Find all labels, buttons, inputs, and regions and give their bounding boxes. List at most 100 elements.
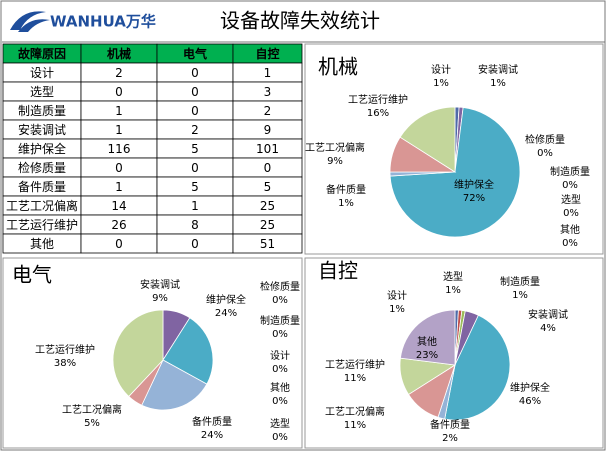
table-value: 0 [115, 161, 123, 175]
slice-label: 选型 [270, 417, 290, 430]
slice-value: 1% [512, 290, 528, 301]
slice-value: 1% [433, 78, 449, 89]
table-value: 8 [191, 218, 199, 232]
slice-label: 其他 [417, 335, 437, 348]
slice-label: 设计 [431, 63, 451, 76]
slice-label: 备件质量 [192, 415, 232, 428]
slice-label: 工艺工况偏离 [325, 405, 385, 418]
pie-slice [444, 314, 511, 421]
slice-value: 1% [490, 78, 506, 89]
slice-label: 检修质量 [260, 280, 300, 293]
table-value: 51 [260, 237, 275, 251]
table-value: 备件质量 [18, 180, 66, 194]
panel [304, 257, 604, 449]
chart-title: 电气 [12, 263, 52, 287]
table-value: 0 [191, 161, 199, 175]
pie-slice [162, 317, 214, 385]
table-value: 0 [191, 66, 199, 80]
slice-value: 1% [389, 304, 405, 315]
slice-label: 备件质量 [430, 418, 470, 431]
table-value: 5 [264, 180, 272, 194]
table-value: 0 [115, 237, 123, 251]
table-value: 1 [115, 104, 123, 118]
slice-label: 制造质量 [550, 165, 590, 178]
table-header: 自控 [255, 46, 279, 61]
slice-value: 0% [272, 396, 288, 407]
table-header: 电气 [183, 46, 207, 61]
table-value: 制造质量 [18, 104, 66, 118]
table-value: 选型 [30, 85, 54, 99]
panel [2, 257, 303, 449]
slice-value: 11% [344, 373, 366, 384]
table-value: 2 [264, 104, 272, 118]
slice-value: 24% [201, 430, 223, 441]
slice-value: 24% [215, 308, 237, 319]
slice-value: 0% [562, 238, 578, 249]
logo: WANHUA万华 [50, 13, 156, 31]
slice-label: 设计 [270, 349, 290, 362]
table-cell [232, 233, 303, 254]
table-value: 14 [111, 199, 126, 213]
slice-value: 0% [272, 329, 288, 340]
slice-value: 1% [445, 285, 461, 296]
logo-icon [10, 11, 50, 32]
table-value: 1 [115, 123, 123, 137]
table-value: 0 [264, 161, 272, 175]
table-value: 0 [191, 237, 199, 251]
table-value: 9 [264, 123, 272, 137]
slice-value: 2% [442, 433, 458, 444]
slice-value: 4% [540, 323, 556, 334]
chart-title: 机械 [318, 55, 358, 79]
table-value: 5 [191, 142, 199, 156]
slice-label: 工艺运行维护 [325, 358, 385, 371]
slice-value: 46% [519, 396, 541, 407]
table-value: 其他 [30, 237, 54, 251]
slice-value: 23% [416, 350, 438, 361]
table-value: 101 [256, 142, 279, 156]
slice-label: 选型 [443, 270, 463, 283]
slice-label: 制造质量 [260, 314, 300, 327]
pie-slice [141, 359, 208, 411]
slice-value: 0% [272, 364, 288, 375]
page-title: 设备故障失效统计 [220, 9, 380, 33]
slice-value: 0% [537, 148, 553, 159]
slice-label: 备件质量 [326, 183, 366, 196]
slice-label: 安装调试 [140, 278, 180, 291]
table-value: 1 [115, 180, 123, 194]
slice-value: 9% [327, 156, 343, 167]
table-value: 2 [191, 123, 199, 137]
table-value: 设计 [30, 66, 54, 80]
slice-value: 1% [338, 198, 354, 209]
slice-value: 72% [463, 193, 485, 204]
table-value: 25 [260, 199, 275, 213]
pie-slice [399, 309, 456, 366]
pie-slice [399, 106, 456, 173]
table-value: 0 [115, 85, 123, 99]
table-value: 3 [264, 85, 272, 99]
table-value: 0 [191, 85, 199, 99]
slice-label: 维护保全 [510, 381, 550, 394]
table-value: 检修质量 [18, 160, 66, 175]
table-value: 1 [191, 199, 199, 213]
table-value: 5 [191, 180, 199, 194]
slice-label: 维护保全 [206, 293, 246, 306]
table-value: 工艺运行维护 [6, 218, 78, 232]
slice-label: 选型 [561, 193, 581, 206]
table-header: 故障原因 [18, 46, 66, 61]
slice-label: 工艺工况偏离 [305, 141, 365, 154]
table-value: 0 [191, 104, 199, 118]
chart-title: 自控 [318, 259, 358, 283]
table-header: 机械 [107, 46, 131, 61]
slice-value: 0% [562, 180, 578, 191]
slice-label: 工艺运行维护 [35, 343, 95, 356]
slice-value: 5% [84, 418, 100, 429]
slice-label: 其他 [270, 381, 290, 394]
slice-label: 检修质量 [525, 133, 565, 146]
slice-value: 9% [152, 293, 168, 304]
slice-label: 制造质量 [500, 275, 540, 288]
slice-value: 0% [272, 432, 288, 443]
slice-value: 0% [563, 208, 579, 219]
slice-label: 维护保全 [454, 178, 494, 191]
